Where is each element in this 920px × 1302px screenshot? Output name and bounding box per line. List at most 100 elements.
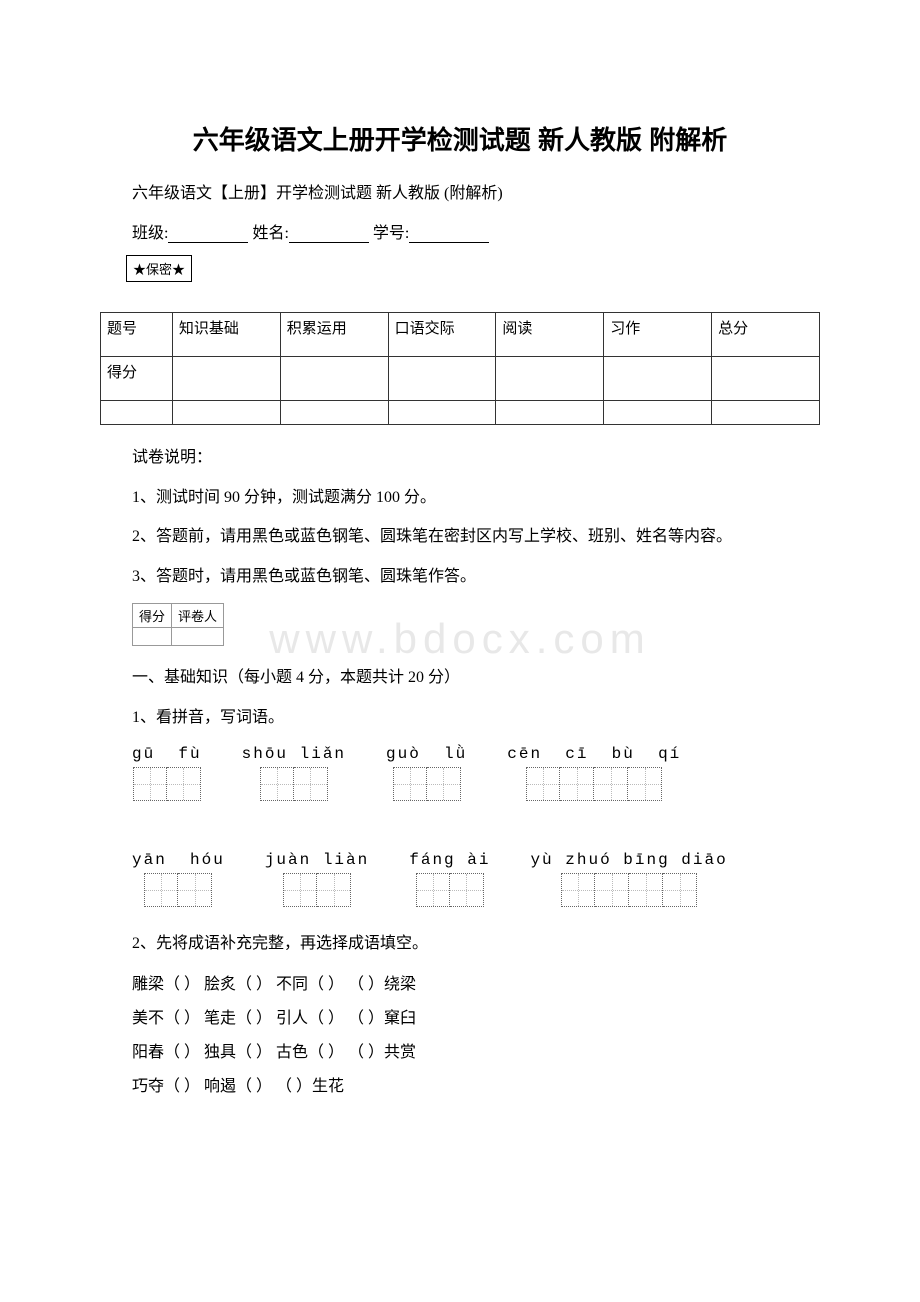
char-box[interactable] bbox=[133, 767, 167, 801]
idiom-line: 阳春（ ） 独具（ ） 古色（ ） （ ）共赏 bbox=[100, 1038, 820, 1062]
name-blank[interactable] bbox=[289, 225, 369, 243]
pinyin-label: yù zhuó bīng diāo bbox=[530, 851, 727, 869]
char-box[interactable] bbox=[450, 873, 484, 907]
pinyin-label: guò lǜ bbox=[386, 745, 467, 763]
pinyin-label: shōu liǎn bbox=[242, 745, 346, 763]
cell-label: 得分 bbox=[101, 357, 173, 401]
idiom-line: 雕梁（ ） 脍炙（ ） 不同（ ） （ ）绕梁 bbox=[100, 970, 820, 994]
cell[interactable] bbox=[388, 401, 496, 425]
cell: 阅读 bbox=[496, 313, 604, 357]
char-box[interactable] bbox=[663, 873, 697, 907]
cell[interactable] bbox=[388, 357, 496, 401]
grader-table: 得分 评卷人 bbox=[132, 603, 224, 646]
table-row bbox=[101, 401, 820, 425]
char-boxes bbox=[416, 873, 484, 907]
char-box[interactable] bbox=[416, 873, 450, 907]
cell: 总分 bbox=[712, 313, 820, 357]
pinyin-group: cēn cī bù qí bbox=[507, 745, 681, 801]
pinyin-label: cēn cī bù qí bbox=[507, 745, 681, 763]
cell[interactable] bbox=[172, 401, 280, 425]
cell[interactable] bbox=[496, 401, 604, 425]
cell: 知识基础 bbox=[172, 313, 280, 357]
cell[interactable] bbox=[712, 357, 820, 401]
char-box[interactable] bbox=[595, 873, 629, 907]
char-box[interactable] bbox=[427, 767, 461, 801]
secret-badge: ★保密★ bbox=[126, 255, 192, 282]
cell[interactable] bbox=[172, 628, 224, 646]
char-box[interactable] bbox=[167, 767, 201, 801]
char-box[interactable] bbox=[294, 767, 328, 801]
char-box[interactable] bbox=[628, 767, 662, 801]
cell[interactable] bbox=[712, 401, 820, 425]
pinyin-group: yān hóu bbox=[132, 851, 225, 907]
char-box[interactable] bbox=[317, 873, 351, 907]
cell[interactable] bbox=[133, 628, 172, 646]
char-box[interactable] bbox=[594, 767, 628, 801]
instruction-3: 3、答题时，请用黑色或蓝色钢笔、圆珠笔作答。 bbox=[100, 564, 820, 590]
char-box[interactable] bbox=[178, 873, 212, 907]
cell[interactable] bbox=[172, 357, 280, 401]
pinyin-row: yān hóu juàn liàn fáng ài yù zhuó bīng diāo bbox=[132, 851, 728, 907]
pinyin-label: juàn liàn bbox=[265, 851, 369, 869]
question-1: 1、看拼音，写词语。 bbox=[100, 705, 820, 731]
class-blank[interactable] bbox=[168, 225, 248, 243]
char-box[interactable] bbox=[561, 873, 595, 907]
instruction-1: 1、测试时间 90 分钟，测试题满分 100 分。 bbox=[100, 485, 820, 511]
idiom-line: 美不（ ） 笔走（ ） 引人（ ） （ ）窠臼 bbox=[100, 1004, 820, 1028]
student-info-line: 班级: 姓名: 学号: bbox=[100, 219, 820, 243]
cell[interactable] bbox=[280, 401, 388, 425]
char-box[interactable] bbox=[393, 767, 427, 801]
char-box[interactable] bbox=[283, 873, 317, 907]
pinyin-label: yān hóu bbox=[132, 851, 225, 869]
table-row: 得分 评卷人 bbox=[133, 604, 224, 628]
cell: 口语交际 bbox=[388, 313, 496, 357]
pinyin-group: gū fù bbox=[132, 745, 202, 801]
char-box[interactable] bbox=[260, 767, 294, 801]
table-row bbox=[133, 628, 224, 646]
cell: 习作 bbox=[604, 313, 712, 357]
pinyin-group: fáng ài bbox=[409, 851, 490, 907]
idiom-line: 巧夺（ ） 响遏（ ） （ ）生花 bbox=[100, 1072, 820, 1096]
pinyin-section: gū fù shōu liǎn guò lǜ cēn cī bù qí yān hóu… bbox=[132, 745, 820, 917]
id-label: 学号: bbox=[373, 225, 409, 242]
char-box[interactable] bbox=[526, 767, 560, 801]
table-row: 得分 bbox=[101, 357, 820, 401]
subtitle: 六年级语文【上册】开学检测试题 新人教版 (附解析) bbox=[100, 179, 820, 203]
question-2: 2、先将成语补充完整，再选择成语填空。 bbox=[100, 931, 820, 957]
pinyin-group: juàn liàn bbox=[265, 851, 369, 907]
pinyin-group: shōu liǎn bbox=[242, 745, 346, 801]
section-1-title: 一、基础知识（每小题 4 分，本题共计 20 分） bbox=[100, 665, 820, 691]
class-label: 班级: bbox=[132, 225, 168, 242]
cell: 评卷人 bbox=[172, 604, 224, 628]
char-box[interactable] bbox=[560, 767, 594, 801]
pinyin-row: gū fù shōu liǎn guò lǜ cēn cī bù qí bbox=[132, 745, 681, 801]
char-boxes bbox=[260, 767, 328, 801]
page-title: 六年级语文上册开学检测试题 新人教版 附解析 bbox=[100, 120, 820, 157]
instruction-2: 2、答题前，请用黑色或蓝色钢笔、圆珠笔在密封区内写上学校、班别、姓名等内容。 bbox=[100, 524, 820, 550]
cell[interactable] bbox=[604, 401, 712, 425]
pinyin-group: yù zhuó bīng diāo bbox=[530, 851, 727, 907]
char-box[interactable] bbox=[629, 873, 663, 907]
cell[interactable] bbox=[101, 401, 173, 425]
char-boxes bbox=[283, 873, 351, 907]
cell[interactable] bbox=[604, 357, 712, 401]
char-boxes bbox=[133, 767, 201, 801]
name-label: 姓名: bbox=[252, 225, 288, 242]
pinyin-group: guò lǜ bbox=[386, 745, 467, 801]
instructions-header: 试卷说明： bbox=[100, 445, 820, 471]
char-boxes bbox=[393, 767, 461, 801]
cell: 得分 bbox=[133, 604, 172, 628]
cell[interactable] bbox=[280, 357, 388, 401]
cell: 积累运用 bbox=[280, 313, 388, 357]
cell-label: 题号 bbox=[101, 313, 173, 357]
char-boxes bbox=[561, 873, 697, 907]
cell[interactable] bbox=[496, 357, 604, 401]
id-blank[interactable] bbox=[409, 225, 489, 243]
table-row: 题号 知识基础 积累运用 口语交际 阅读 习作 总分 bbox=[101, 313, 820, 357]
char-boxes bbox=[526, 767, 662, 801]
pinyin-label: fáng ài bbox=[409, 851, 490, 869]
score-table: 题号 知识基础 积累运用 口语交际 阅读 习作 总分 得分 bbox=[100, 312, 820, 425]
char-box[interactable] bbox=[144, 873, 178, 907]
char-boxes bbox=[144, 873, 212, 907]
pinyin-label: gū fù bbox=[132, 745, 202, 763]
